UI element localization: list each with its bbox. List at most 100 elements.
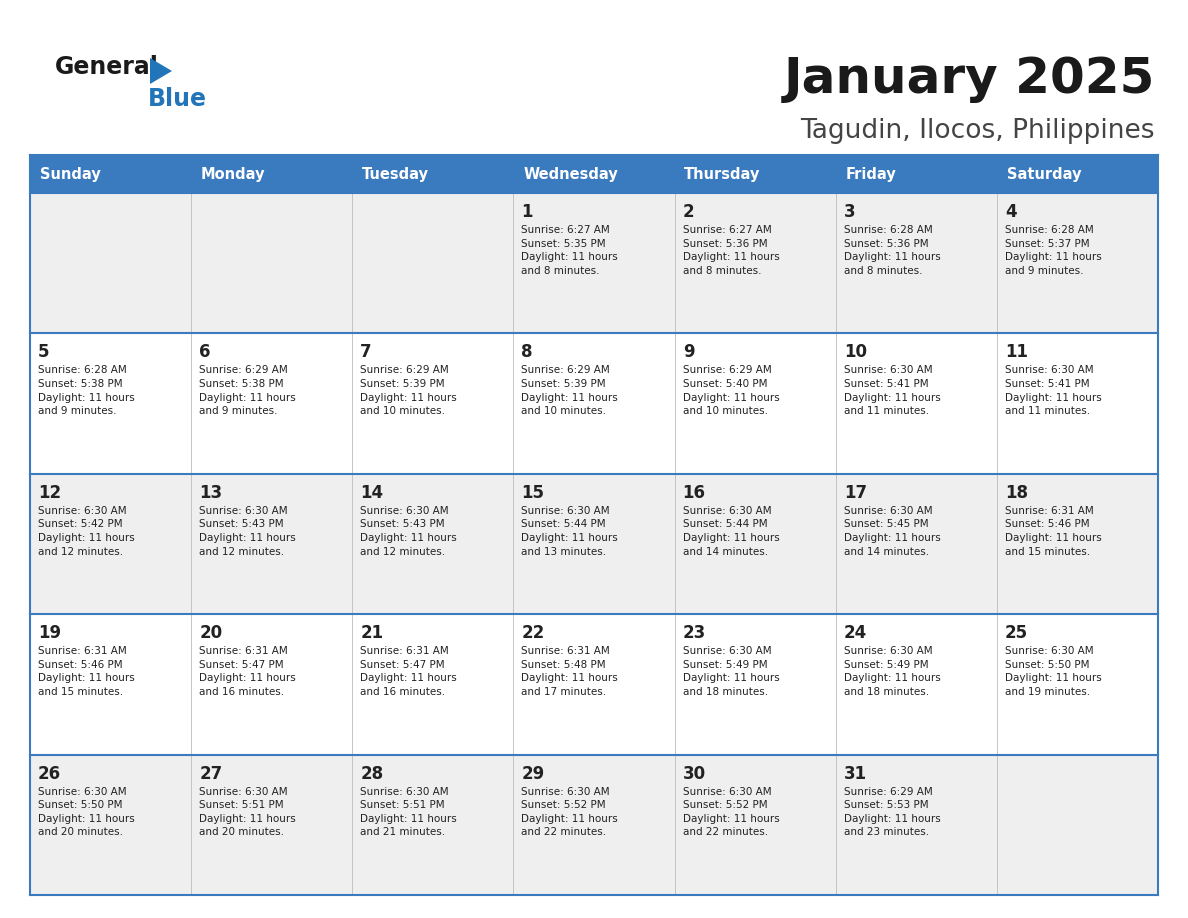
Text: 15: 15: [522, 484, 544, 502]
Text: Sunrise: 6:31 AM
Sunset: 5:46 PM
Daylight: 11 hours
and 15 minutes.: Sunrise: 6:31 AM Sunset: 5:46 PM Dayligh…: [1005, 506, 1101, 556]
Bar: [997, 155, 1158, 193]
Text: Sunrise: 6:30 AM
Sunset: 5:44 PM
Daylight: 11 hours
and 14 minutes.: Sunrise: 6:30 AM Sunset: 5:44 PM Dayligh…: [683, 506, 779, 556]
Text: 1: 1: [522, 203, 533, 221]
Text: Sunrise: 6:29 AM
Sunset: 5:53 PM
Daylight: 11 hours
and 23 minutes.: Sunrise: 6:29 AM Sunset: 5:53 PM Dayligh…: [843, 787, 941, 837]
Bar: [675, 474, 835, 614]
Bar: [191, 755, 353, 895]
Bar: [835, 614, 997, 755]
Bar: [30, 193, 191, 333]
Bar: [513, 193, 675, 333]
Text: 2: 2: [683, 203, 694, 221]
Text: Sunrise: 6:30 AM
Sunset: 5:49 PM
Daylight: 11 hours
and 18 minutes.: Sunrise: 6:30 AM Sunset: 5:49 PM Dayligh…: [683, 646, 779, 697]
Text: 13: 13: [200, 484, 222, 502]
Bar: [675, 193, 835, 333]
Text: Saturday: Saturday: [1006, 166, 1081, 182]
Bar: [191, 474, 353, 614]
Text: 22: 22: [522, 624, 545, 643]
Text: Tagudin, Ilocos, Philippines: Tagudin, Ilocos, Philippines: [801, 118, 1155, 144]
Text: 6: 6: [200, 343, 210, 362]
Text: 20: 20: [200, 624, 222, 643]
Text: Monday: Monday: [201, 166, 265, 182]
Bar: [835, 193, 997, 333]
Text: 5: 5: [38, 343, 50, 362]
Bar: [30, 755, 191, 895]
Text: Sunday: Sunday: [39, 166, 101, 182]
Text: Sunrise: 6:30 AM
Sunset: 5:49 PM
Daylight: 11 hours
and 18 minutes.: Sunrise: 6:30 AM Sunset: 5:49 PM Dayligh…: [843, 646, 941, 697]
Bar: [353, 333, 513, 474]
Text: 11: 11: [1005, 343, 1028, 362]
Text: Friday: Friday: [846, 166, 896, 182]
Text: Sunrise: 6:30 AM
Sunset: 5:43 PM
Daylight: 11 hours
and 12 minutes.: Sunrise: 6:30 AM Sunset: 5:43 PM Dayligh…: [200, 506, 296, 556]
Text: 28: 28: [360, 765, 384, 783]
Text: Sunrise: 6:31 AM
Sunset: 5:48 PM
Daylight: 11 hours
and 17 minutes.: Sunrise: 6:31 AM Sunset: 5:48 PM Dayligh…: [522, 646, 618, 697]
Text: Sunrise: 6:30 AM
Sunset: 5:42 PM
Daylight: 11 hours
and 12 minutes.: Sunrise: 6:30 AM Sunset: 5:42 PM Dayligh…: [38, 506, 134, 556]
Bar: [191, 614, 353, 755]
Text: Sunrise: 6:31 AM
Sunset: 5:47 PM
Daylight: 11 hours
and 16 minutes.: Sunrise: 6:31 AM Sunset: 5:47 PM Dayligh…: [360, 646, 457, 697]
Text: January 2025: January 2025: [784, 55, 1155, 103]
Text: 8: 8: [522, 343, 533, 362]
Text: Sunrise: 6:30 AM
Sunset: 5:43 PM
Daylight: 11 hours
and 12 minutes.: Sunrise: 6:30 AM Sunset: 5:43 PM Dayligh…: [360, 506, 457, 556]
Text: 19: 19: [38, 624, 62, 643]
Text: 3: 3: [843, 203, 855, 221]
Bar: [513, 155, 675, 193]
Bar: [513, 474, 675, 614]
Bar: [835, 155, 997, 193]
Text: Sunrise: 6:28 AM
Sunset: 5:37 PM
Daylight: 11 hours
and 9 minutes.: Sunrise: 6:28 AM Sunset: 5:37 PM Dayligh…: [1005, 225, 1101, 275]
Text: Sunrise: 6:30 AM
Sunset: 5:52 PM
Daylight: 11 hours
and 22 minutes.: Sunrise: 6:30 AM Sunset: 5:52 PM Dayligh…: [522, 787, 618, 837]
Text: Sunrise: 6:29 AM
Sunset: 5:39 PM
Daylight: 11 hours
and 10 minutes.: Sunrise: 6:29 AM Sunset: 5:39 PM Dayligh…: [360, 365, 457, 416]
Text: Sunrise: 6:28 AM
Sunset: 5:38 PM
Daylight: 11 hours
and 9 minutes.: Sunrise: 6:28 AM Sunset: 5:38 PM Dayligh…: [38, 365, 134, 416]
Bar: [675, 755, 835, 895]
Bar: [30, 155, 191, 193]
Text: Sunrise: 6:29 AM
Sunset: 5:40 PM
Daylight: 11 hours
and 10 minutes.: Sunrise: 6:29 AM Sunset: 5:40 PM Dayligh…: [683, 365, 779, 416]
Text: 21: 21: [360, 624, 384, 643]
Bar: [30, 333, 191, 474]
Text: Sunrise: 6:27 AM
Sunset: 5:35 PM
Daylight: 11 hours
and 8 minutes.: Sunrise: 6:27 AM Sunset: 5:35 PM Dayligh…: [522, 225, 618, 275]
Bar: [997, 193, 1158, 333]
Bar: [513, 333, 675, 474]
Bar: [30, 474, 191, 614]
Bar: [997, 755, 1158, 895]
Text: 29: 29: [522, 765, 545, 783]
Text: Sunrise: 6:30 AM
Sunset: 5:50 PM
Daylight: 11 hours
and 20 minutes.: Sunrise: 6:30 AM Sunset: 5:50 PM Dayligh…: [38, 787, 134, 837]
Bar: [835, 474, 997, 614]
Bar: [353, 755, 513, 895]
Text: 23: 23: [683, 624, 706, 643]
Text: Sunrise: 6:30 AM
Sunset: 5:51 PM
Daylight: 11 hours
and 21 minutes.: Sunrise: 6:30 AM Sunset: 5:51 PM Dayligh…: [360, 787, 457, 837]
Text: 9: 9: [683, 343, 694, 362]
Text: 25: 25: [1005, 624, 1028, 643]
Text: 17: 17: [843, 484, 867, 502]
Text: 16: 16: [683, 484, 706, 502]
Text: Thursday: Thursday: [684, 166, 760, 182]
Bar: [191, 333, 353, 474]
Bar: [997, 474, 1158, 614]
Text: Sunrise: 6:30 AM
Sunset: 5:41 PM
Daylight: 11 hours
and 11 minutes.: Sunrise: 6:30 AM Sunset: 5:41 PM Dayligh…: [843, 365, 941, 416]
Bar: [675, 155, 835, 193]
Text: Sunrise: 6:31 AM
Sunset: 5:47 PM
Daylight: 11 hours
and 16 minutes.: Sunrise: 6:31 AM Sunset: 5:47 PM Dayligh…: [200, 646, 296, 697]
Bar: [353, 193, 513, 333]
Text: Sunrise: 6:30 AM
Sunset: 5:50 PM
Daylight: 11 hours
and 19 minutes.: Sunrise: 6:30 AM Sunset: 5:50 PM Dayligh…: [1005, 646, 1101, 697]
Text: 14: 14: [360, 484, 384, 502]
Bar: [675, 614, 835, 755]
Text: Sunrise: 6:27 AM
Sunset: 5:36 PM
Daylight: 11 hours
and 8 minutes.: Sunrise: 6:27 AM Sunset: 5:36 PM Dayligh…: [683, 225, 779, 275]
Text: Sunrise: 6:28 AM
Sunset: 5:36 PM
Daylight: 11 hours
and 8 minutes.: Sunrise: 6:28 AM Sunset: 5:36 PM Dayligh…: [843, 225, 941, 275]
Text: Sunrise: 6:30 AM
Sunset: 5:51 PM
Daylight: 11 hours
and 20 minutes.: Sunrise: 6:30 AM Sunset: 5:51 PM Dayligh…: [200, 787, 296, 837]
Text: Sunrise: 6:30 AM
Sunset: 5:44 PM
Daylight: 11 hours
and 13 minutes.: Sunrise: 6:30 AM Sunset: 5:44 PM Dayligh…: [522, 506, 618, 556]
Polygon shape: [150, 58, 172, 84]
Bar: [353, 614, 513, 755]
Bar: [513, 614, 675, 755]
Text: 31: 31: [843, 765, 867, 783]
Bar: [191, 193, 353, 333]
Text: Sunrise: 6:29 AM
Sunset: 5:39 PM
Daylight: 11 hours
and 10 minutes.: Sunrise: 6:29 AM Sunset: 5:39 PM Dayligh…: [522, 365, 618, 416]
Bar: [835, 333, 997, 474]
Bar: [835, 755, 997, 895]
Text: 27: 27: [200, 765, 222, 783]
Text: Sunrise: 6:30 AM
Sunset: 5:41 PM
Daylight: 11 hours
and 11 minutes.: Sunrise: 6:30 AM Sunset: 5:41 PM Dayligh…: [1005, 365, 1101, 416]
Text: 7: 7: [360, 343, 372, 362]
Bar: [675, 333, 835, 474]
Text: 10: 10: [843, 343, 867, 362]
Text: 12: 12: [38, 484, 62, 502]
Bar: [513, 755, 675, 895]
Bar: [997, 333, 1158, 474]
Text: Tuesday: Tuesday: [362, 166, 429, 182]
Text: Sunrise: 6:31 AM
Sunset: 5:46 PM
Daylight: 11 hours
and 15 minutes.: Sunrise: 6:31 AM Sunset: 5:46 PM Dayligh…: [38, 646, 134, 697]
